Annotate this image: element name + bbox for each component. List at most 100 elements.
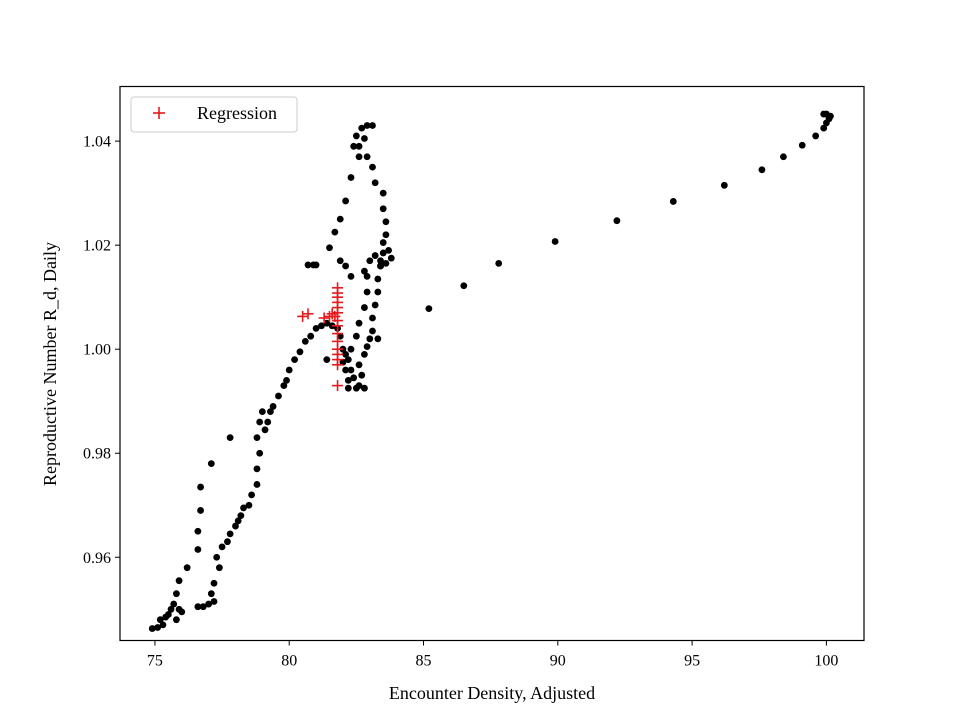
observation-point <box>371 179 379 187</box>
x-axis-label: Encounter Density, Adjusted <box>389 683 595 703</box>
observation-point <box>358 124 366 132</box>
observation-point <box>267 408 274 416</box>
observation-point <box>285 366 293 374</box>
observation-point <box>350 142 358 150</box>
observation-point <box>369 163 376 171</box>
observation-point <box>178 608 186 616</box>
observation-point <box>820 110 828 118</box>
x-tick-label: 80 <box>281 653 297 670</box>
observation-point <box>355 319 363 327</box>
observation-point <box>355 361 363 369</box>
observation-point <box>296 348 304 356</box>
observation-point <box>371 301 379 309</box>
x-tick-label: 95 <box>684 653 700 670</box>
observation-point <box>323 356 331 363</box>
observation-point <box>369 327 376 335</box>
observation-point <box>344 384 352 392</box>
observation-point <box>280 382 288 390</box>
observation-point <box>758 166 766 174</box>
observation-point <box>342 197 350 205</box>
observation-point <box>167 605 175 613</box>
observation-point <box>224 538 231 546</box>
observation-point <box>323 319 331 327</box>
y-tick-label: 1.00 <box>83 342 111 359</box>
y-tick-label: 1.02 <box>83 238 111 255</box>
observation-point <box>342 262 350 270</box>
observation-point <box>352 132 360 140</box>
observation-point <box>379 205 387 213</box>
observation-point <box>812 132 820 140</box>
observation-point <box>363 288 371 296</box>
observation-point <box>156 616 164 624</box>
observation-point <box>347 272 355 280</box>
observation-point <box>350 374 358 382</box>
observation-point <box>374 275 382 283</box>
observation-point <box>460 282 468 290</box>
regression-point <box>297 310 309 322</box>
x-axis-ticks: 75 80 85 90 95 100 <box>147 640 838 670</box>
observation-point <box>342 366 350 374</box>
observation-point <box>197 507 204 514</box>
regression-point <box>332 380 344 392</box>
observation-point <box>261 426 269 434</box>
observation-point <box>210 598 218 605</box>
y-axis-ticks: 0.96 0.98 1.00 1.02 1.04 <box>83 134 120 567</box>
regression-point <box>332 359 344 371</box>
observation-point <box>197 483 204 491</box>
x-tick-label: 75 <box>147 653 163 670</box>
observation-point <box>339 358 347 366</box>
x-tick-label: 100 <box>814 653 838 670</box>
observation-point <box>234 517 242 525</box>
observation-point <box>342 350 350 358</box>
observation-point <box>363 343 371 350</box>
observation-point <box>170 600 178 608</box>
legend-marker-regression <box>153 107 165 119</box>
observation-point <box>283 377 290 384</box>
observation-point <box>173 590 180 598</box>
x-tick-label: 90 <box>550 653 566 670</box>
observation-point <box>379 239 387 246</box>
observation-point <box>361 267 368 275</box>
observation-point <box>379 249 387 257</box>
observation-point <box>798 141 806 149</box>
observation-point <box>355 142 363 150</box>
observation-point <box>291 356 298 363</box>
observation-point <box>377 262 384 270</box>
observation-point <box>269 403 277 410</box>
plot-frame <box>119 85 865 642</box>
y-axis-label: Reproductive Number R_d, Daily <box>40 242 60 486</box>
observation-point <box>379 189 387 197</box>
observation-point <box>371 252 379 259</box>
observation-point <box>218 543 226 551</box>
observation-point <box>361 135 368 142</box>
observation-point <box>344 377 352 384</box>
observation-point <box>245 501 253 509</box>
observation-point <box>495 259 503 267</box>
observation-point <box>613 217 621 225</box>
observation-point <box>326 244 333 252</box>
observation-point <box>374 335 382 343</box>
observation-point <box>194 527 202 535</box>
observation-point <box>336 332 344 340</box>
observation-point <box>215 564 223 572</box>
observation-point <box>377 257 384 265</box>
observation-point <box>820 124 828 132</box>
observation-point <box>253 481 261 488</box>
observation-point <box>358 371 366 379</box>
observation-point <box>720 181 728 189</box>
observation-point <box>253 434 261 442</box>
y-tick-label: 1.04 <box>83 134 111 151</box>
observation-point <box>301 337 309 345</box>
observation-point <box>248 491 256 499</box>
observation-point <box>355 382 363 390</box>
observation-point <box>183 564 191 572</box>
observation-point <box>312 261 320 269</box>
legend-frame <box>130 96 298 133</box>
y-tick-label: 0.98 <box>83 446 111 463</box>
observation-point <box>226 434 234 442</box>
observation-point <box>226 530 234 538</box>
legend-label-regression: Regression <box>197 103 277 123</box>
observation-point <box>352 332 360 340</box>
observation-point <box>387 254 395 262</box>
observation-point <box>363 122 371 129</box>
